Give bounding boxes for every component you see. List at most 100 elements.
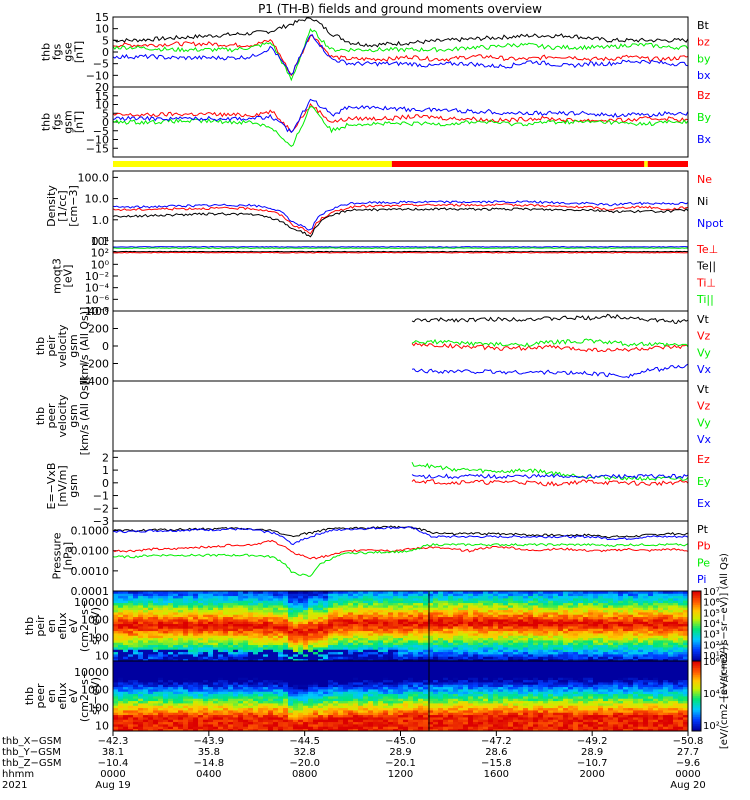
spectrogram-cell [288, 675, 294, 678]
spectrogram-cell [168, 717, 174, 720]
spectrogram-cell [178, 724, 184, 727]
spectrogram-cell [348, 658, 354, 662]
spectrogram-cell [533, 628, 539, 632]
spectrogram-cell [268, 621, 274, 625]
spectrogram-cell [223, 665, 229, 669]
spectrogram-cell [498, 626, 504, 629]
spectrogram-cell [313, 600, 319, 604]
spectrogram-cell [408, 626, 414, 629]
spectrogram-cell [483, 642, 489, 646]
spectrogram-cell [268, 682, 274, 685]
spectrogram-cell [623, 635, 629, 639]
spectrogram-cell [133, 637, 139, 641]
spectrogram-cell [213, 598, 219, 601]
spectrogram-cell [138, 672, 144, 676]
spectrogram-cell [288, 658, 294, 662]
spectrogram-cell [568, 647, 574, 650]
spectrogram-cell [293, 621, 299, 625]
colorbar-cell [692, 606, 701, 609]
spectrogram-cell [518, 602, 524, 606]
spectrogram-cell [443, 649, 449, 653]
spectrogram-cell [678, 635, 684, 639]
spectrogram-cell [478, 628, 484, 632]
spectrogram-cell [318, 595, 324, 599]
spectrogram-cell [198, 640, 204, 643]
spectrogram-cell [263, 640, 269, 643]
legend-vy: Vy [697, 346, 711, 359]
colorbar-cell [692, 631, 701, 634]
spectrogram-cell [288, 593, 294, 597]
spectrogram-cell [333, 651, 339, 655]
spectrogram-cell [463, 614, 469, 618]
spectrogram-cell [233, 637, 239, 641]
spectrogram-cell [258, 619, 264, 622]
spectrogram-cell [528, 647, 534, 650]
spectrogram-cell [438, 605, 444, 608]
spectrogram-cell [253, 684, 259, 688]
spectrogram-cell [188, 614, 194, 618]
spectrogram-cell [268, 689, 274, 692]
spectrogram-cell [198, 628, 204, 632]
spectrogram-cell [603, 612, 609, 615]
spectrogram-cell [383, 614, 389, 618]
spectrogram-cell [563, 607, 569, 611]
spectrogram-cell [158, 705, 164, 709]
spectrogram-cell [533, 633, 539, 636]
spectrogram-cell [543, 628, 549, 632]
spectrogram-cell [553, 621, 559, 625]
spectrogram-cell [178, 609, 184, 613]
spectrogram-cell [253, 642, 259, 646]
spectrogram-cell [473, 619, 479, 622]
spectrogram-cell [183, 717, 189, 720]
spectrogram-cell [578, 642, 584, 646]
spectrogram-cell [193, 698, 199, 702]
spectrogram-cell [273, 726, 279, 730]
spectrogram-cell [308, 651, 314, 655]
spectrogram-cell [598, 658, 604, 662]
spectrogram-cell [683, 656, 689, 660]
spectrogram-cell [323, 640, 329, 643]
spectrogram-cell [113, 677, 119, 681]
spectrogram-cell [168, 696, 174, 699]
spectrogram-cell [263, 598, 269, 601]
spectrogram-cell [508, 598, 514, 601]
spectrogram-cell [433, 609, 439, 613]
spectrogram-cell [143, 644, 149, 648]
spectrogram-cell [663, 658, 669, 662]
spectrogram-cell [133, 717, 139, 720]
spectrogram-cell [158, 612, 164, 615]
spectrogram-cell [598, 626, 604, 629]
spectrogram-cell [153, 651, 159, 655]
spectrogram-cell [653, 637, 659, 641]
spectrogram-cell [253, 635, 259, 639]
spectrogram-cell [233, 644, 239, 648]
spectrogram-cell [598, 633, 604, 636]
spectrogram-cell [558, 607, 564, 611]
spectrogram-cell [303, 605, 309, 608]
spectrogram-cell [518, 605, 524, 608]
spectrogram-cell [118, 682, 124, 685]
spectrogram-cell [218, 633, 224, 636]
spectrogram-cell [668, 651, 674, 655]
spectrogram-cell [358, 591, 364, 594]
spectrogram-cell [673, 640, 679, 643]
spectrogram-cell [638, 605, 644, 608]
spectrogram-cell [188, 593, 194, 597]
spectrogram-cell [288, 623, 294, 627]
spectrogram-cell [163, 614, 169, 618]
spectrogram-cell [133, 726, 139, 730]
spectrogram-cell [118, 637, 124, 641]
spectrogram-cell [288, 630, 294, 634]
spectrogram-cell [538, 609, 544, 613]
y-axis-label: gsm [62, 110, 75, 133]
spectrogram-cell [268, 700, 274, 704]
spectrogram-cell [113, 605, 119, 608]
spectrogram-cell [218, 628, 224, 632]
spectrogram-cell [363, 591, 369, 594]
spectrogram-cell [613, 619, 619, 622]
spectrogram-cell [218, 710, 224, 713]
spectrogram-cell [628, 602, 634, 606]
spectrogram-cell [173, 654, 179, 657]
spectrogram-cell [128, 644, 134, 648]
spectrogram-cell [418, 614, 424, 618]
